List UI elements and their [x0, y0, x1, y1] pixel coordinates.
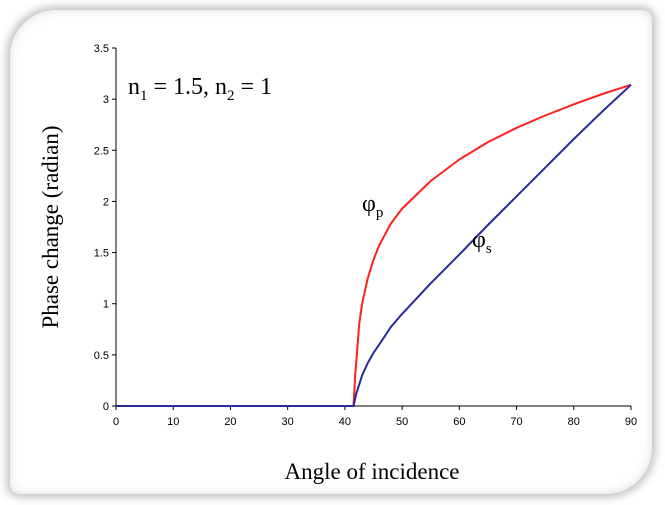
- y-tick-label: 0: [103, 401, 109, 413]
- series-label-phi-p: φp: [362, 191, 383, 221]
- x-tick-label: 80: [568, 416, 580, 428]
- x-tick-label: 10: [167, 416, 179, 428]
- series-line-s: [116, 84, 632, 407]
- x-tick-label: 40: [339, 416, 351, 428]
- y-tick-label: 0.5: [94, 350, 109, 362]
- y-ticks: 0 0.5 1 1.5 2 2.5 3 3.5: [94, 43, 116, 413]
- figure-card: [10, 10, 652, 494]
- y-tick-label: 3: [103, 94, 109, 106]
- series-line-p: [116, 83, 632, 407]
- x-tick-label: 30: [282, 416, 294, 428]
- y-axis-title: Phase change (radian): [38, 125, 63, 328]
- material-annotation: n1 = 1.5, n2 = 1: [128, 74, 272, 104]
- y-tick-label: 2.5: [94, 145, 109, 157]
- x-tick-label: 50: [396, 416, 408, 428]
- x-tick-label: 20: [224, 416, 236, 428]
- x-tick-label: 0: [113, 416, 119, 428]
- series-lines: [116, 83, 632, 407]
- y-tick-label: 1: [103, 299, 109, 311]
- x-tick-label: 70: [510, 416, 522, 428]
- x-tick-label: 60: [453, 416, 465, 428]
- series-label-phi-s: φs: [472, 227, 492, 257]
- x-axis-title: Angle of incidence: [285, 459, 460, 484]
- y-tick-label: 2: [103, 196, 109, 208]
- y-tick-label: 1.5: [94, 248, 109, 260]
- y-tick-label: 3.5: [94, 43, 109, 55]
- x-tick-label: 90: [625, 416, 637, 428]
- x-ticks: 0 10 20 30 40 50 60 70 80 90: [113, 406, 637, 428]
